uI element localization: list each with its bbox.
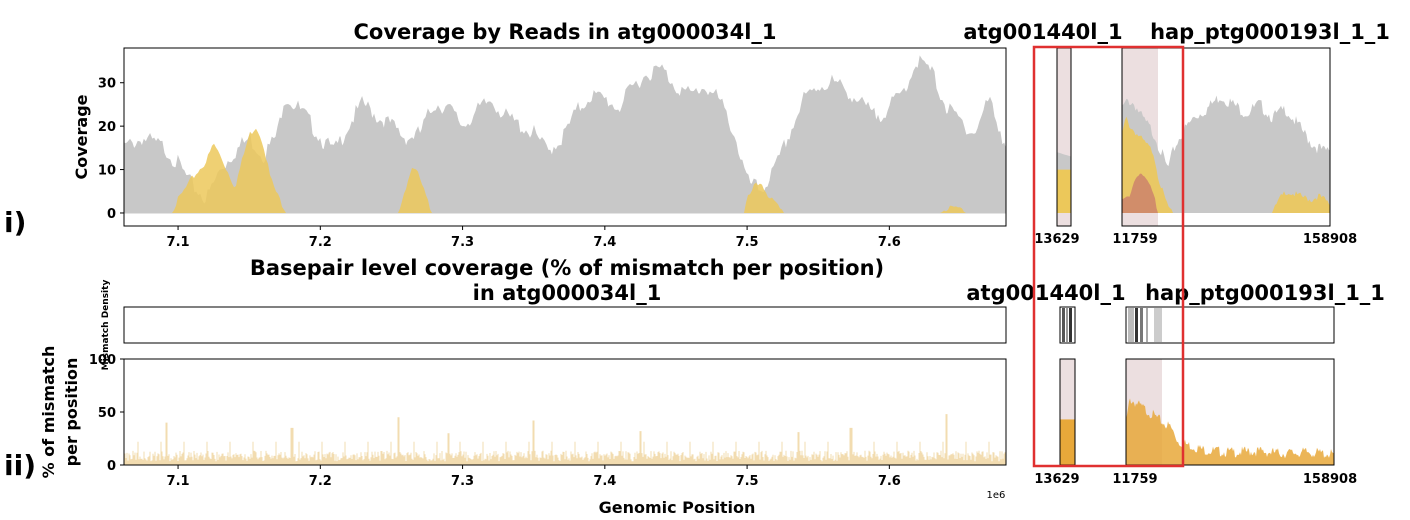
- coverage-chart-title: Coverage by Reads in atg000034l_1: [353, 20, 776, 44]
- mismatch-chart-subtitle: in atg000034l_1: [473, 281, 662, 305]
- y-tick-label: 30: [98, 77, 116, 92]
- y-tick-label: 100: [89, 353, 116, 368]
- panel-label-ii: ii): [4, 449, 36, 482]
- contig-b-xtick-bottom: 13629: [1034, 472, 1079, 487]
- contig-c-title-bottom: hap_ptg000193l_1_1: [1145, 281, 1385, 305]
- x-tick-label: 7.2: [309, 474, 332, 489]
- mismatch-chart-title: Basepair level coverage (% of mismatch p…: [250, 256, 884, 280]
- x-tick-label: 7.3: [451, 235, 474, 250]
- x-tick-label: 7.6: [878, 235, 901, 250]
- y-tick-label: 10: [98, 164, 116, 179]
- coverage-y-label: Coverage: [72, 94, 91, 179]
- coverage-axes-main: 7.1 7.2 7.3 7.4 7.5 7.6 0 10 20 30: [98, 47, 1007, 250]
- contig-c-xtick-end-top: 158908: [1303, 232, 1357, 247]
- density-strip-contig-c: [1125, 306, 1335, 344]
- density-label: Mismatch Density: [101, 280, 111, 371]
- coverage-axes-contig-b: [1056, 47, 1072, 227]
- mismatch-axes-contig-b: [1059, 358, 1076, 466]
- contig-b-xtick-top: 13629: [1034, 232, 1079, 247]
- coverage-area-yellow: [124, 128, 1006, 213]
- x-tick-label: 7.5: [736, 474, 759, 489]
- mismatch-x-label: Genomic Position: [599, 498, 756, 517]
- density-strip-main: [123, 306, 1007, 344]
- contig-c-title-top: hap_ptg000193l_1_1: [1150, 20, 1390, 44]
- x-tick-label: 7.5: [736, 235, 759, 250]
- contig-c-mismatch-bars: [1126, 398, 1334, 465]
- contig-b-coverage-yellow: [1057, 169, 1071, 213]
- coverage-area-grey: [124, 55, 1006, 214]
- mismatch-bars-main: [124, 414, 1006, 465]
- highlight-box: [1032, 45, 1185, 468]
- y-tick-label: 20: [98, 120, 116, 135]
- x-tick-label: 7.4: [593, 235, 616, 250]
- contig-c-xtick-end-bottom: 158908: [1303, 472, 1357, 487]
- density-strip-contig-b: [1059, 306, 1076, 344]
- x-tick-label: 7.1: [167, 474, 190, 489]
- contig-c-xtick-start-top: 11759: [1112, 232, 1157, 247]
- x-tick-label: 7.2: [309, 235, 332, 250]
- y-tick-label: 0: [107, 459, 116, 474]
- mismatch-axes-contig-c: [1125, 358, 1335, 466]
- x-tick-label: 7.3: [451, 474, 474, 489]
- x-tick-label: 7.6: [878, 474, 901, 489]
- contig-b-title-bottom: atg001440l_1: [966, 281, 1125, 305]
- mismatch-axes-main: 7.1 7.2 7.3 7.4 7.5 7.6 0 50 100: [89, 353, 1007, 489]
- coverage-axes-contig-c: [1121, 47, 1331, 227]
- mismatch-y-label-line2: per position: [62, 358, 81, 467]
- mismatch-y-label-line1: % of mismatch: [39, 346, 58, 479]
- x-offset-label: 1e6: [987, 490, 1006, 501]
- contig-c-coverage-grey: [1122, 95, 1330, 213]
- contig-b-title-top: atg001440l_1: [963, 20, 1122, 44]
- y-tick-label: 0: [107, 207, 116, 222]
- x-tick-label: 7.1: [167, 235, 190, 250]
- contig-c-xtick-start-bottom: 11759: [1112, 472, 1157, 487]
- contig-b-mismatch-fill: [1060, 419, 1075, 465]
- x-tick-label: 7.4: [593, 474, 616, 489]
- panel-label-i: i): [4, 206, 26, 239]
- y-tick-label: 50: [98, 406, 116, 421]
- contig-c-coverage-red: [1122, 173, 1330, 213]
